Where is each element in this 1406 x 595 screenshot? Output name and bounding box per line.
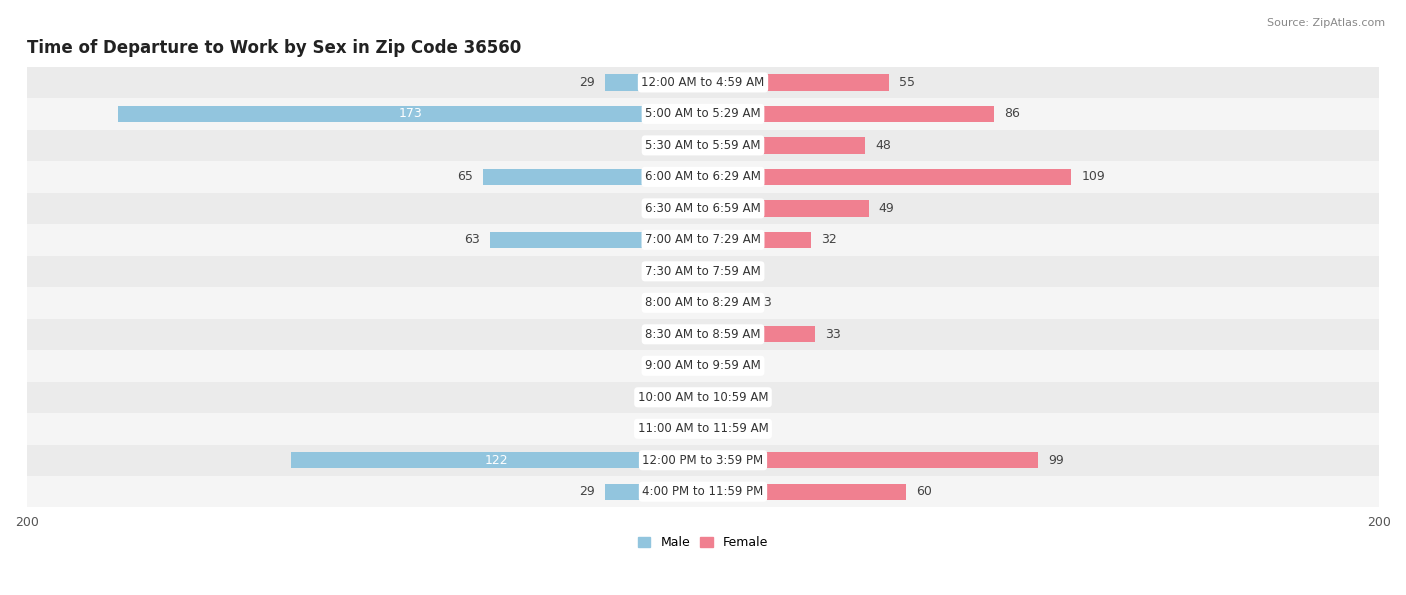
Bar [703,358,734,374]
Bar [491,231,703,248]
Bar [118,106,703,122]
Text: 12:00 PM to 3:59 PM: 12:00 PM to 3:59 PM [643,454,763,466]
Bar [27,224,1379,256]
Bar [27,476,1379,508]
Text: 0: 0 [685,422,693,436]
Bar [703,295,747,311]
Bar [703,263,730,280]
Bar [672,326,703,343]
Bar [484,169,703,185]
Bar [679,358,703,374]
Text: 11:00 AM to 11:59 AM: 11:00 AM to 11:59 AM [638,422,768,436]
Bar [27,256,1379,287]
Text: 29: 29 [579,486,595,498]
Bar [27,381,1379,413]
Text: 5:30 AM to 5:59 AM: 5:30 AM to 5:59 AM [645,139,761,152]
Bar [703,452,1038,468]
Bar [27,130,1379,161]
Legend: Male, Female: Male, Female [633,531,773,554]
Text: 9: 9 [744,359,751,372]
Text: 49: 49 [879,202,894,215]
Text: 10:00 AM to 10:59 AM: 10:00 AM to 10:59 AM [638,391,768,404]
Text: 9: 9 [655,328,662,341]
Text: 0: 0 [685,265,693,278]
Text: 6:00 AM to 6:29 AM: 6:00 AM to 6:29 AM [645,170,761,183]
Bar [703,200,869,217]
Text: 8:30 AM to 8:59 AM: 8:30 AM to 8:59 AM [645,328,761,341]
Text: 9:00 AM to 9:59 AM: 9:00 AM to 9:59 AM [645,359,761,372]
Text: 0: 0 [713,422,721,436]
Bar [605,74,703,90]
Text: 109: 109 [1081,170,1105,183]
Text: 7:30 AM to 7:59 AM: 7:30 AM to 7:59 AM [645,265,761,278]
Bar [27,413,1379,444]
Text: 6:30 AM to 6:59 AM: 6:30 AM to 6:59 AM [645,202,761,215]
Text: Time of Departure to Work by Sex in Zip Code 36560: Time of Departure to Work by Sex in Zip … [27,39,522,57]
Bar [291,452,703,468]
Text: 63: 63 [464,233,479,246]
Text: 0: 0 [685,391,693,404]
Text: 32: 32 [821,233,837,246]
Text: 8:00 AM to 8:29 AM: 8:00 AM to 8:29 AM [645,296,761,309]
Text: 8: 8 [740,265,748,278]
Text: 7: 7 [661,359,669,372]
Text: 99: 99 [1047,454,1063,466]
Text: 60: 60 [915,486,932,498]
Text: Source: ZipAtlas.com: Source: ZipAtlas.com [1267,18,1385,28]
Text: 4:00 PM to 11:59 PM: 4:00 PM to 11:59 PM [643,486,763,498]
Text: 33: 33 [825,328,841,341]
Bar [703,137,865,154]
Bar [27,161,1379,193]
Text: 0: 0 [685,139,693,152]
Text: 48: 48 [876,139,891,152]
Text: 5:00 AM to 5:29 AM: 5:00 AM to 5:29 AM [645,108,761,120]
Bar [27,350,1379,381]
Bar [703,169,1071,185]
Bar [27,193,1379,224]
Text: 55: 55 [898,76,915,89]
Bar [27,444,1379,476]
Bar [27,67,1379,98]
Text: 65: 65 [457,170,474,183]
Text: 12:00 AM to 4:59 AM: 12:00 AM to 4:59 AM [641,76,765,89]
Bar [703,106,994,122]
Bar [703,231,811,248]
Text: 173: 173 [399,108,422,120]
Text: 4: 4 [672,296,679,309]
Text: 122: 122 [485,454,509,466]
Bar [703,74,889,90]
Bar [27,98,1379,130]
Text: 13: 13 [756,296,773,309]
Bar [703,484,905,500]
Bar [27,318,1379,350]
Text: 86: 86 [1004,108,1019,120]
Text: 0: 0 [713,391,721,404]
Text: 0: 0 [685,202,693,215]
Bar [605,484,703,500]
Bar [703,326,814,343]
Text: 29: 29 [579,76,595,89]
Bar [689,295,703,311]
Bar [27,287,1379,318]
Text: 7:00 AM to 7:29 AM: 7:00 AM to 7:29 AM [645,233,761,246]
